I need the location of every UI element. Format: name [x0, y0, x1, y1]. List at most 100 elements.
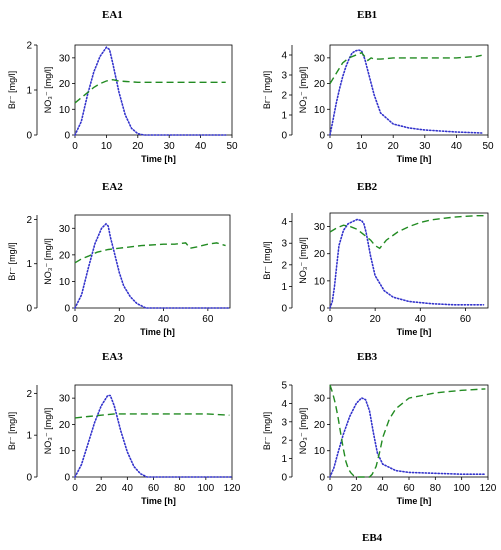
x-tick-label: 0: [72, 141, 78, 152]
panel-eb3: EB3 0 20 40 60 80 100 120 0 1 2 3 4 5 0 10 20 30 Br⁻ [mg/l…: [262, 351, 497, 506]
inner-tick-label: 10: [314, 446, 326, 457]
x-tick-label: 10: [356, 141, 368, 152]
inner-tick-label: 20: [314, 420, 326, 431]
left-axis-label: Br⁻ [mg/l]: [7, 242, 17, 280]
left-tick-label: 4: [281, 51, 287, 62]
x-tick-label: 0: [327, 483, 333, 494]
inner-axis-label: NO₃⁻ [mg/l]: [43, 408, 53, 454]
nitrate-series-line: [329, 51, 482, 84]
x-tick-label: 40: [415, 314, 427, 325]
x-tick-label: 0: [72, 483, 78, 494]
x-tick-label: 80: [430, 483, 442, 494]
left-tick-label: 2: [26, 389, 32, 400]
x-tick-label: 20: [132, 141, 144, 152]
x-tick-label: 60: [202, 314, 214, 325]
bromide-series-line: [74, 394, 233, 478]
x-tick-label: 40: [195, 141, 207, 152]
panel-title-eb1: EB1: [357, 9, 377, 21]
bromide-series-line: [329, 396, 487, 478]
left-tick-label: 2: [281, 91, 287, 102]
x-tick-label: 0: [327, 314, 333, 325]
inner-tick-label: 20: [314, 79, 326, 90]
inner-tick-label: 0: [319, 131, 325, 142]
x-tick-label: 80: [174, 483, 186, 494]
left-tick-label: 1: [281, 454, 287, 465]
x-tick-label: 50: [482, 141, 494, 152]
inner-tick-label: 20: [59, 250, 71, 261]
inner-tick-label: 10: [314, 105, 326, 116]
left-tick-label: 3: [281, 71, 287, 82]
inner-axis-label: NO₃⁻ [mg/l]: [298, 237, 308, 283]
left-axis-label: Br⁻ [mg/l]: [7, 412, 17, 450]
inner-tick-label: 30: [314, 53, 326, 64]
left-tick-label: 4: [281, 217, 287, 228]
left-tick-label: 0: [281, 473, 287, 484]
inner-axis-label: NO₃⁻ [mg/l]: [43, 238, 53, 284]
footer-row: EB4: [0, 532, 501, 550]
left-tick-label: 0: [281, 131, 287, 142]
left-tick-label: 1: [26, 86, 32, 97]
x-tick-label: 20: [351, 483, 363, 494]
inner-tick-label: 30: [314, 222, 326, 233]
x-axis-label: Time [h]: [140, 327, 175, 337]
left-tick-label: 2: [281, 260, 287, 271]
inner-tick-label: 20: [59, 79, 71, 90]
inner-tick-label: 0: [319, 304, 325, 315]
x-tick-label: 40: [377, 483, 389, 494]
x-tick-label: 30: [164, 141, 176, 152]
left-tick-label: 2: [281, 436, 287, 447]
inner-tick-label: 30: [314, 394, 326, 405]
inner-axis-label: NO₃⁻ [mg/l]: [298, 67, 308, 113]
bromide-series-line: [329, 49, 483, 136]
inner-tick-label: 0: [319, 473, 325, 484]
left-tick-label: 0: [26, 304, 32, 315]
left-tick-label: 2: [26, 215, 32, 226]
x-tick-label: 40: [122, 483, 134, 494]
inner-tick-label: 10: [59, 446, 71, 457]
left-tick-label: 1: [26, 431, 32, 442]
x-tick-label: 20: [96, 483, 108, 494]
bromide-series-line: [74, 222, 231, 309]
nitrate-series-line: [329, 214, 484, 250]
left-tick-label: 4: [281, 399, 287, 410]
x-tick-label: 100: [453, 483, 470, 494]
x-tick-label: 60: [148, 483, 160, 494]
inner-tick-label: 20: [314, 249, 326, 260]
inner-tick-label: 0: [64, 304, 70, 315]
inner-tick-label: 10: [314, 276, 326, 287]
panel-title-ea3: EA3: [102, 351, 123, 363]
left-tick-label: 3: [281, 239, 287, 250]
nitrate-series-line: [329, 384, 486, 478]
plot-frame: [74, 384, 233, 478]
inner-tick-label: 20: [59, 420, 71, 431]
x-axis-label: Time [h]: [141, 154, 176, 164]
left-tick-label: 0: [26, 473, 32, 484]
inner-tick-label: 10: [59, 277, 71, 288]
inner-tick-label: 30: [59, 53, 71, 64]
x-tick-label: 60: [460, 314, 472, 325]
inner-tick-label: 0: [64, 473, 70, 484]
panel-title-ea1: EA1: [102, 9, 123, 21]
inner-tick-label: 10: [59, 105, 71, 116]
x-tick-label: 40: [158, 314, 170, 325]
left-tick-label: 1: [281, 111, 287, 122]
plot-frame: [329, 212, 489, 309]
x-tick-label: 20: [388, 141, 400, 152]
nitrate-series-line: [74, 242, 226, 264]
nitrate-series-line: [74, 413, 230, 419]
x-tick-label: 100: [197, 483, 214, 494]
x-tick-label: 60: [403, 483, 415, 494]
x-axis-label: Time [h]: [141, 496, 176, 506]
x-tick-label: 40: [451, 141, 463, 152]
panel-title-eb3: EB3: [357, 351, 378, 363]
x-axis-label: Time [h]: [397, 496, 432, 506]
bromide-series-line: [329, 218, 485, 309]
inner-tick-label: 30: [59, 394, 71, 405]
left-tick-label: 2: [26, 41, 32, 52]
panel-title-eb2: EB2: [357, 181, 378, 193]
